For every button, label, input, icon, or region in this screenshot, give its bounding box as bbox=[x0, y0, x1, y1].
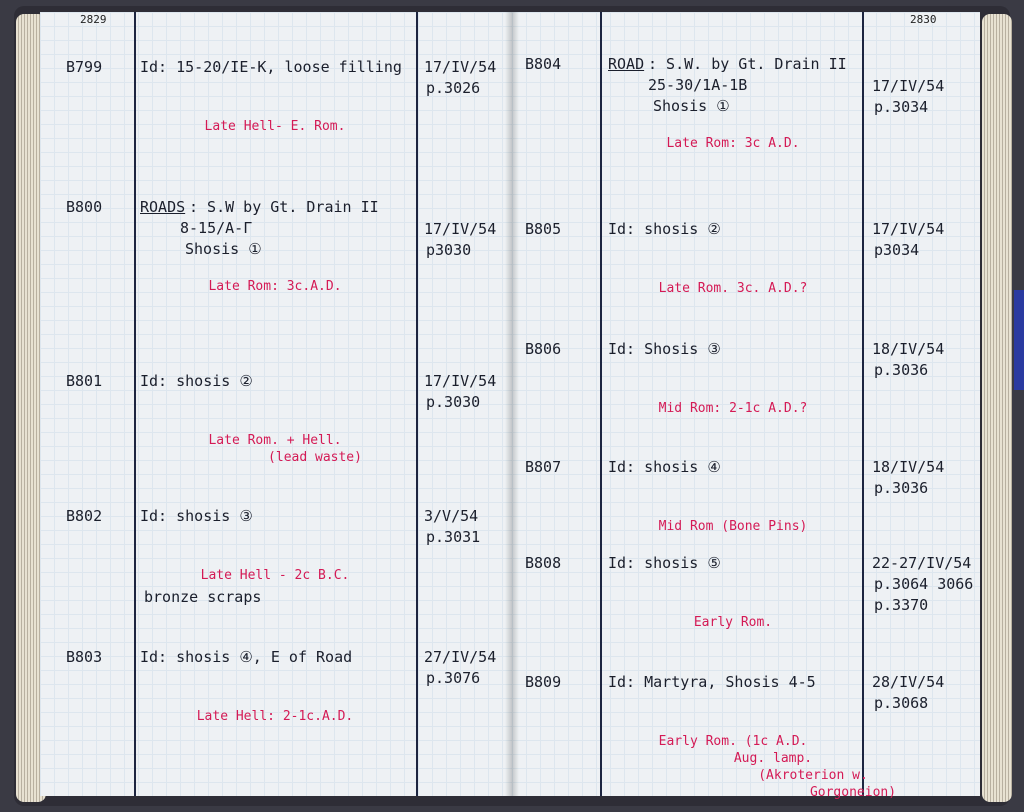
entry-text: 25-30/1A-1B bbox=[648, 76, 748, 94]
entry-date: 18/IV/54 bbox=[872, 340, 945, 358]
column-rule bbox=[600, 12, 602, 796]
entry-date: 17/IV/54 bbox=[872, 220, 945, 238]
entry-id: B809 bbox=[525, 673, 562, 691]
entry-text: Id: shosis ④, E of Road bbox=[140, 648, 353, 666]
spine-gutter bbox=[505, 12, 519, 796]
entry-date: 22-27/IV/54 bbox=[872, 554, 972, 572]
entry-page-ref: p.3064 3066 bbox=[874, 575, 974, 593]
entry-id: B803 bbox=[66, 648, 103, 666]
entry-id: B807 bbox=[525, 458, 562, 476]
entry-dating: Early Rom. bbox=[693, 615, 773, 630]
entry-page-ref: p.3370 bbox=[874, 596, 929, 614]
entry-date: 18/IV/54 bbox=[872, 458, 945, 476]
right-page: 2830 bbox=[512, 12, 980, 796]
entry-dating: Late Hell - 2c B.C. bbox=[200, 568, 350, 583]
entry-page-ref: p.3068 bbox=[874, 694, 929, 712]
entry-id: B801 bbox=[66, 372, 103, 390]
ribbon-bookmark bbox=[1014, 290, 1024, 390]
entry-id: B806 bbox=[525, 340, 562, 358]
entry-text: Id: Shosis ③ bbox=[608, 340, 721, 358]
left-page: 2829 bbox=[40, 12, 512, 796]
page-number: 2830 bbox=[910, 13, 937, 26]
entry-text: : S.W. by Gt. Drain II bbox=[648, 55, 847, 73]
entry-dating: (lead waste) bbox=[268, 450, 362, 465]
entry-text: Shosis ① bbox=[653, 97, 730, 115]
entry-page-ref: p3030 bbox=[426, 241, 472, 259]
entry-id: B805 bbox=[525, 220, 562, 238]
entry-dating: Late Hell- E. Rom. bbox=[204, 119, 346, 134]
entry-dating: Late Rom. 3c. A.D.? bbox=[658, 281, 808, 296]
entry-date: 28/IV/54 bbox=[872, 673, 945, 691]
page-number: 2829 bbox=[80, 13, 107, 26]
entry-text: 8-15/A-Γ bbox=[180, 219, 253, 237]
entry-dating: (Akroterion w. bbox=[758, 768, 868, 783]
entry-id: B808 bbox=[525, 554, 562, 572]
entry-id: B800 bbox=[66, 198, 103, 216]
entry-page-ref: p.3076 bbox=[426, 669, 481, 687]
entry-dating: Mid Rom (Bone Pins) bbox=[658, 519, 808, 534]
entry-text: Id: shosis ② bbox=[140, 372, 253, 390]
entry-text: Id: shosis ③ bbox=[140, 507, 253, 525]
entry-dating: Late Rom. + Hell. bbox=[208, 433, 342, 448]
entry-note: bronze scraps bbox=[144, 588, 262, 606]
entry-date: 3/V/54 bbox=[424, 507, 479, 525]
entry-dating: Late Rom: 3c.A.D. bbox=[208, 279, 342, 294]
column-rule bbox=[862, 12, 864, 796]
entry-text: Id: Martyra, Shosis 4-5 bbox=[608, 673, 816, 691]
entry-id: B799 bbox=[66, 58, 103, 76]
entry-dating: Late Rom: 3c A.D. bbox=[666, 136, 800, 151]
entry-dating: Aug. lamp. bbox=[733, 751, 813, 766]
entry-dating: Late Hell: 2-1c.A.D. bbox=[196, 709, 354, 724]
entry-text: Id: shosis ② bbox=[608, 220, 721, 238]
entry-date: 17/IV/54 bbox=[872, 77, 945, 95]
entry-id: B802 bbox=[66, 507, 103, 525]
entry-dating: Early Rom. (1c A.D. bbox=[658, 734, 808, 749]
entry-heading: ROAD bbox=[608, 55, 645, 73]
entry-text: Id: shosis ④ bbox=[608, 458, 721, 476]
entry-dating: Gorgoneion) bbox=[809, 785, 897, 800]
entry-text: Id: shosis ⑤ bbox=[608, 554, 721, 572]
entry-date: 17/IV/54 bbox=[424, 220, 497, 238]
entry-page-ref: p3034 bbox=[874, 241, 920, 259]
column-rule bbox=[416, 12, 418, 796]
entry-text: Shosis ① bbox=[185, 240, 262, 258]
entry-page-ref: p.3030 bbox=[426, 393, 481, 411]
entry-date: 17/IV/54 bbox=[424, 58, 497, 76]
entry-page-ref: p.3026 bbox=[426, 79, 481, 97]
column-rule bbox=[134, 12, 136, 796]
entry-heading: ROADS bbox=[140, 198, 186, 216]
entry-page-ref: p.3036 bbox=[874, 361, 929, 379]
entry-page-ref: p.3034 bbox=[874, 98, 929, 116]
entry-text: : S.W by Gt. Drain II bbox=[189, 198, 379, 216]
entry-dating: Mid Rom: 2-1c A.D.? bbox=[658, 401, 808, 416]
entry-text: Id: 15-20/IE-K, loose filling bbox=[140, 58, 402, 76]
entry-date: 27/IV/54 bbox=[424, 648, 497, 666]
page-edges-right bbox=[982, 14, 1012, 802]
entry-page-ref: p.3036 bbox=[874, 479, 929, 497]
entry-date: 17/IV/54 bbox=[424, 372, 497, 390]
entry-page-ref: p.3031 bbox=[426, 528, 481, 546]
entry-id: B804 bbox=[525, 55, 562, 73]
